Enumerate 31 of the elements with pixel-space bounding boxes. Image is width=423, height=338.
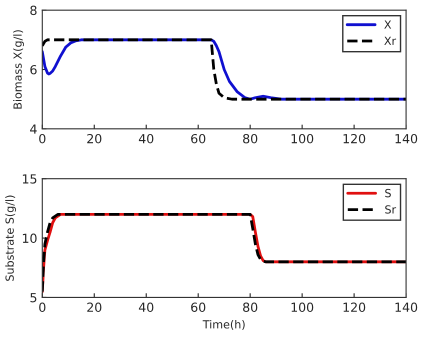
legend-label: Xr xyxy=(384,36,396,45)
x-tick-label: 80 xyxy=(243,134,258,144)
y-tick-label: 6 xyxy=(30,64,37,74)
x-axis-title: Time(h) xyxy=(202,320,245,330)
legend-label: Sr xyxy=(385,205,396,214)
line-series xyxy=(42,38,406,101)
x-tick-label: 20 xyxy=(87,302,102,312)
x-tick-label: 100 xyxy=(292,302,314,312)
legend-label: X xyxy=(384,20,392,29)
x-tick-label: 80 xyxy=(243,302,258,312)
line-series xyxy=(42,212,406,293)
x-tick-label: 60 xyxy=(191,134,206,144)
y-tick-label: 8 xyxy=(30,6,37,16)
x-tick-label: 120 xyxy=(344,302,366,312)
y-axis-title: Substrate S(g/l) xyxy=(5,196,16,281)
x-tick-label: 20 xyxy=(87,134,102,144)
x-tick-label: 100 xyxy=(292,134,314,144)
x-tick-label: 60 xyxy=(191,302,206,312)
y-tick-label: 4 xyxy=(30,124,37,134)
y-tick-label: 5 xyxy=(30,293,36,302)
x-tick-label: 120 xyxy=(344,134,366,144)
x-tick-label: 0 xyxy=(39,302,46,312)
x-tick-label: 0 xyxy=(39,134,46,144)
x-tick-label: 140 xyxy=(396,134,418,144)
y-tick-label: 15 xyxy=(22,174,36,184)
x-tick-label: 40 xyxy=(138,302,154,312)
legend-label: S xyxy=(385,188,391,198)
y-axis-title: Biomass X(g/l) xyxy=(13,30,24,109)
x-tick-label: 140 xyxy=(396,302,418,312)
x-tick-label: 40 xyxy=(138,134,154,144)
y-tick-label: 10 xyxy=(22,234,37,244)
